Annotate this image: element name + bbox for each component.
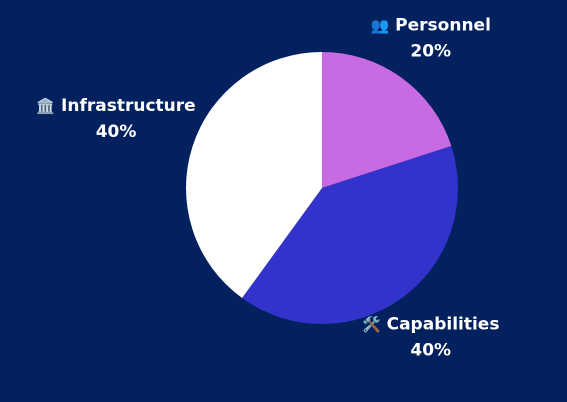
slice-label: 👥 Personnel [371,15,491,35]
pie-slice [242,145,458,324]
pie-slice [322,52,452,188]
slice-value-label: 40% [410,341,451,361]
slice-icon: 🛠️ [362,314,381,333]
slice-name: Personnel [395,15,491,35]
slice-name: Infrastructure [61,96,196,116]
slice-name: Capabilities [387,315,500,335]
slice-icon: 👥 [371,16,390,34]
slice-value-label: 20% [410,41,451,61]
slice-label: 🛠️ Capabilities [362,314,499,335]
slice-value-label: 40% [96,122,137,142]
slice-icon: 🏛️ [36,96,55,114]
slice-label: 🏛️ Infrastructure [36,96,195,116]
pie-slice [185,51,322,299]
